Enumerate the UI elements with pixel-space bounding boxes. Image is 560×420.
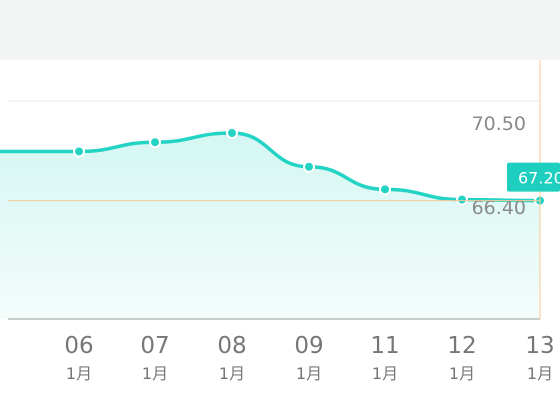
data-point[interactable] xyxy=(379,183,391,196)
series-line xyxy=(0,131,542,203)
x-axis: 06 1月 07 1月 08 1月 09 1月 11 1月 12 1月 13 1月 xyxy=(8,318,555,383)
x-tick-label: 11 xyxy=(370,333,399,359)
data-point[interactable] xyxy=(303,160,315,173)
y-axis-labels: 70.50 66.40 xyxy=(472,113,526,219)
data-point[interactable] xyxy=(226,127,238,139)
data-point[interactable] xyxy=(456,193,468,206)
area-series xyxy=(0,133,540,319)
x-tick-sublabel: 1月 xyxy=(296,364,322,383)
x-tick-sublabel: 1月 xyxy=(142,364,168,383)
y-tick-label: 70.50 xyxy=(472,113,526,135)
x-tick-label: 13 xyxy=(525,333,554,359)
data-point[interactable] xyxy=(73,145,85,158)
x-tick-sublabel: 1月 xyxy=(449,364,475,383)
x-tick-label: 06 xyxy=(64,333,93,359)
area-fill xyxy=(0,133,540,319)
x-tick-label: 09 xyxy=(294,333,323,359)
data-point[interactable] xyxy=(149,136,161,149)
x-tick-sublabel: 1月 xyxy=(66,364,92,383)
current-value-badge xyxy=(507,162,560,192)
crosshair: 67.20 xyxy=(8,60,560,319)
y-tick-label: 66.40 xyxy=(472,197,526,219)
x-tick-sublabel: 1月 xyxy=(219,364,245,383)
x-tick-sublabel: 1月 xyxy=(372,364,398,383)
x-tick-label: 08 xyxy=(217,333,246,359)
x-tick-label: 12 xyxy=(447,333,476,359)
data-points[interactable] xyxy=(73,127,546,207)
line-series xyxy=(0,131,542,203)
x-tick-sublabel: 1月 xyxy=(527,364,553,383)
x-tick-label: 07 xyxy=(140,333,169,359)
current-value-label: 67.20 xyxy=(518,169,560,188)
header-band xyxy=(0,0,560,60)
